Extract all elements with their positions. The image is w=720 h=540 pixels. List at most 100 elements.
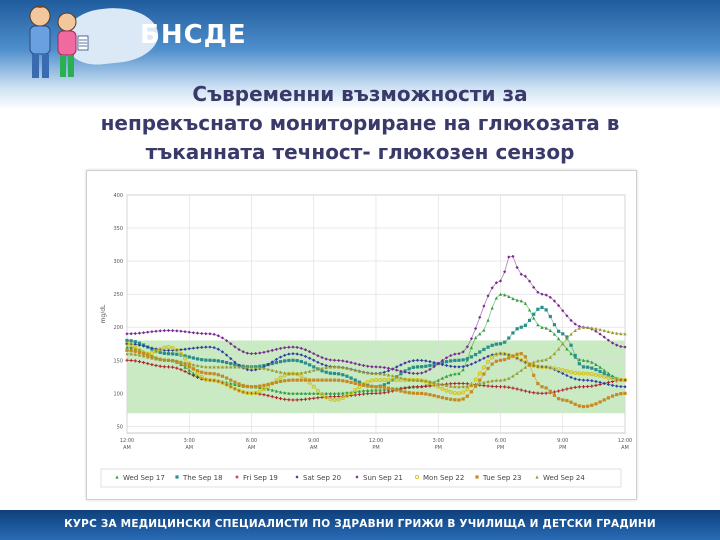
series-point-2 bbox=[511, 386, 515, 390]
series-point-3 bbox=[565, 373, 569, 378]
series-point-6 bbox=[361, 383, 366, 387]
series-point-6 bbox=[606, 396, 610, 400]
series-point-4 bbox=[561, 309, 565, 313]
series-point-7 bbox=[444, 383, 449, 387]
series-point-5 bbox=[216, 379, 221, 384]
series-point-7 bbox=[511, 374, 515, 378]
series-point-2 bbox=[353, 393, 357, 397]
series-point-6 bbox=[332, 378, 337, 382]
series-point-5 bbox=[485, 359, 491, 364]
series-point-6 bbox=[233, 380, 237, 384]
series-point-0 bbox=[287, 391, 291, 395]
series-point-4 bbox=[349, 360, 353, 365]
series-point-1 bbox=[569, 343, 573, 347]
series-point-4 bbox=[391, 367, 395, 371]
series-point-5 bbox=[585, 371, 590, 376]
series-point-5 bbox=[394, 378, 399, 383]
series-point-0 bbox=[519, 299, 523, 303]
series-point-3 bbox=[312, 358, 316, 362]
series-point-3 bbox=[411, 359, 415, 363]
series-point-3 bbox=[465, 364, 469, 368]
series-point-2 bbox=[125, 358, 129, 362]
series-point-6 bbox=[420, 391, 424, 396]
series-point-2 bbox=[370, 391, 374, 396]
series-point-6 bbox=[461, 397, 465, 401]
series-point-5 bbox=[207, 378, 213, 383]
series-point-1 bbox=[357, 380, 361, 384]
series-point-6 bbox=[370, 384, 374, 389]
series-point-2 bbox=[374, 391, 378, 395]
series-point-2 bbox=[274, 396, 278, 400]
series-point-1 bbox=[270, 361, 274, 366]
series-point-7 bbox=[183, 360, 187, 365]
series-point-1 bbox=[187, 355, 191, 359]
series-point-2 bbox=[507, 385, 511, 389]
series-point-1 bbox=[295, 359, 299, 363]
series-point-5 bbox=[261, 387, 266, 392]
series-point-2 bbox=[137, 360, 142, 364]
series-point-7 bbox=[270, 368, 274, 372]
series-point-6 bbox=[623, 391, 627, 395]
series-point-4 bbox=[544, 293, 548, 297]
series-point-2 bbox=[283, 397, 287, 401]
series-point-6 bbox=[457, 398, 461, 402]
series-point-5 bbox=[602, 374, 607, 379]
series-point-1 bbox=[511, 331, 515, 335]
series-point-2 bbox=[540, 391, 544, 395]
series-point-1 bbox=[581, 365, 586, 369]
series-point-5 bbox=[232, 386, 237, 391]
series-point-1 bbox=[158, 350, 162, 355]
series-point-5 bbox=[581, 371, 586, 376]
series-point-4 bbox=[299, 346, 303, 350]
series-point-6 bbox=[295, 378, 299, 382]
series-point-7 bbox=[229, 365, 233, 369]
series-point-6 bbox=[610, 394, 615, 398]
series-point-2 bbox=[183, 369, 187, 374]
series-point-3 bbox=[146, 345, 150, 349]
series-point-3 bbox=[324, 364, 328, 368]
series-point-5 bbox=[473, 377, 478, 382]
series-point-1 bbox=[457, 358, 461, 362]
legend-label-4: Sun Sep 21 bbox=[363, 474, 403, 482]
series-point-7 bbox=[594, 326, 598, 331]
series-point-4 bbox=[395, 368, 399, 372]
series-point-3 bbox=[179, 348, 183, 352]
series-point-1 bbox=[229, 361, 233, 366]
series-point-6 bbox=[270, 381, 274, 386]
series-point-4 bbox=[403, 370, 407, 374]
series-point-6 bbox=[498, 358, 503, 362]
series-point-7 bbox=[179, 360, 183, 364]
series-point-2 bbox=[515, 387, 519, 391]
series-point-5 bbox=[614, 377, 619, 382]
series-point-4 bbox=[345, 360, 349, 364]
series-point-6 bbox=[254, 384, 258, 389]
series-point-6 bbox=[287, 378, 291, 382]
series-point-7 bbox=[324, 365, 328, 370]
series-point-3 bbox=[166, 348, 171, 352]
y-tick-label: 200 bbox=[113, 325, 123, 331]
series-point-4 bbox=[332, 358, 337, 362]
series-point-3 bbox=[291, 352, 295, 356]
series-line-5 bbox=[126, 343, 626, 401]
series-point-1 bbox=[565, 335, 569, 339]
series-point-5 bbox=[539, 364, 545, 369]
series-point-1 bbox=[444, 360, 449, 364]
series-point-3 bbox=[577, 378, 581, 382]
series-point-5 bbox=[203, 377, 208, 382]
series-point-7 bbox=[449, 384, 453, 388]
series-point-7 bbox=[204, 365, 208, 369]
series-point-2 bbox=[594, 383, 598, 387]
series-point-5 bbox=[183, 356, 188, 361]
series-point-3 bbox=[137, 343, 142, 347]
legend-marker-2 bbox=[235, 475, 239, 479]
series-point-0 bbox=[461, 368, 465, 372]
series-point-5 bbox=[174, 348, 179, 353]
series-point-7 bbox=[615, 331, 619, 335]
x-tick-label: 12:00 bbox=[618, 438, 632, 444]
series-point-2 bbox=[166, 365, 171, 369]
series-point-7 bbox=[465, 384, 469, 388]
series-point-4 bbox=[420, 371, 424, 375]
series-point-1 bbox=[407, 367, 411, 371]
y-tick-label: 50 bbox=[117, 424, 123, 430]
series-point-1 bbox=[544, 308, 548, 312]
